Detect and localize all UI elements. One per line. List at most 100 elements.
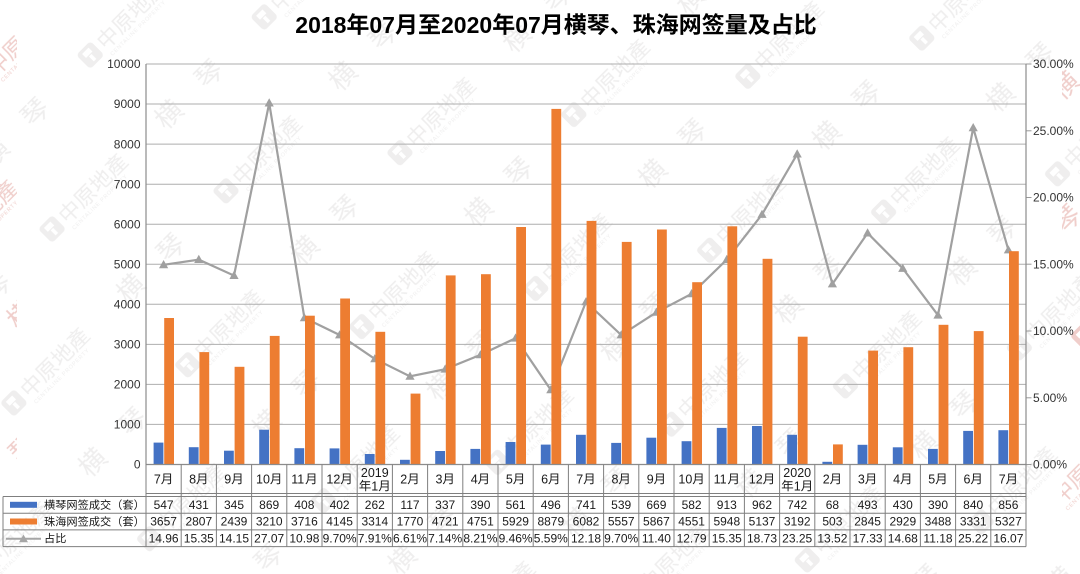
svg-text:1000: 1000 bbox=[114, 418, 141, 432]
svg-text:962: 962 bbox=[752, 498, 772, 512]
svg-text:11.18: 11.18 bbox=[923, 531, 952, 545]
svg-text:8: 8 bbox=[612, 472, 619, 486]
svg-text:6.61%: 6.61% bbox=[393, 531, 427, 545]
svg-text:0: 0 bbox=[134, 458, 141, 472]
svg-text:856: 856 bbox=[998, 498, 1018, 512]
svg-text:10.00%: 10.00% bbox=[1033, 324, 1074, 338]
svg-text:3331: 3331 bbox=[960, 515, 987, 529]
svg-text:6: 6 bbox=[541, 472, 548, 486]
svg-text:10000: 10000 bbox=[107, 57, 141, 71]
svg-text:262: 262 bbox=[365, 498, 385, 512]
svg-text:390: 390 bbox=[470, 498, 490, 512]
svg-text:4145: 4145 bbox=[326, 515, 353, 529]
svg-text:10: 10 bbox=[678, 472, 692, 486]
svg-text:2000: 2000 bbox=[114, 378, 141, 392]
svg-text:5327: 5327 bbox=[995, 515, 1022, 529]
svg-text:5867: 5867 bbox=[643, 515, 670, 529]
svg-text:539: 539 bbox=[611, 498, 631, 512]
svg-text:7: 7 bbox=[576, 472, 583, 486]
svg-text:4: 4 bbox=[471, 472, 478, 486]
svg-text:8000: 8000 bbox=[114, 137, 141, 151]
svg-text:15.00%: 15.00% bbox=[1033, 257, 1074, 271]
svg-text:07: 07 bbox=[515, 12, 541, 38]
svg-text:12.79: 12.79 bbox=[677, 531, 707, 545]
svg-text:117: 117 bbox=[400, 498, 419, 512]
svg-text:3000: 3000 bbox=[114, 338, 141, 352]
svg-text:1: 1 bbox=[794, 479, 801, 493]
svg-text:5929: 5929 bbox=[502, 515, 529, 529]
svg-text:5557: 5557 bbox=[608, 515, 635, 529]
svg-text:16.07: 16.07 bbox=[993, 531, 1023, 545]
svg-text:18.73: 18.73 bbox=[747, 531, 777, 545]
svg-text:337: 337 bbox=[435, 498, 455, 512]
svg-text:430: 430 bbox=[893, 498, 913, 512]
svg-text:402: 402 bbox=[330, 498, 350, 512]
svg-text:2020: 2020 bbox=[783, 466, 811, 480]
svg-text:10.98: 10.98 bbox=[289, 531, 319, 545]
svg-text:23.25: 23.25 bbox=[782, 531, 812, 545]
svg-text:503: 503 bbox=[822, 515, 842, 529]
svg-text:2020: 2020 bbox=[441, 12, 492, 38]
svg-text:4721: 4721 bbox=[432, 515, 459, 529]
svg-text:840: 840 bbox=[963, 498, 983, 512]
svg-text:1: 1 bbox=[371, 479, 378, 493]
svg-text:493: 493 bbox=[858, 498, 878, 512]
svg-text:3210: 3210 bbox=[256, 515, 283, 529]
svg-text:15.35: 15.35 bbox=[712, 531, 742, 545]
svg-text:3: 3 bbox=[858, 472, 865, 486]
svg-text:5.59%: 5.59% bbox=[534, 531, 568, 545]
svg-text:4000: 4000 bbox=[114, 298, 141, 312]
svg-text:741: 741 bbox=[576, 498, 596, 512]
svg-text:8879: 8879 bbox=[537, 515, 564, 529]
svg-text:3192: 3192 bbox=[784, 515, 811, 529]
svg-text:5: 5 bbox=[928, 472, 935, 486]
svg-text:10: 10 bbox=[256, 472, 270, 486]
svg-text:17.33: 17.33 bbox=[853, 531, 883, 545]
svg-text:390: 390 bbox=[928, 498, 948, 512]
svg-text:742: 742 bbox=[787, 498, 807, 512]
svg-text:3314: 3314 bbox=[361, 515, 388, 529]
svg-text:07: 07 bbox=[369, 12, 395, 38]
svg-text:5000: 5000 bbox=[114, 257, 141, 271]
svg-text:8: 8 bbox=[189, 472, 196, 486]
svg-text:5: 5 bbox=[506, 472, 513, 486]
svg-text:431: 431 bbox=[189, 498, 209, 512]
svg-text:4551: 4551 bbox=[678, 515, 705, 529]
svg-text:3657: 3657 bbox=[150, 515, 177, 529]
svg-text:12: 12 bbox=[326, 472, 340, 486]
svg-text:9000: 9000 bbox=[114, 97, 141, 111]
svg-text:2: 2 bbox=[823, 472, 830, 486]
svg-text:14.96: 14.96 bbox=[149, 531, 179, 545]
svg-text:408: 408 bbox=[294, 498, 314, 512]
svg-text:2: 2 bbox=[400, 472, 407, 486]
svg-text:6: 6 bbox=[964, 472, 971, 486]
svg-text:12: 12 bbox=[749, 472, 763, 486]
svg-text:8.21%: 8.21% bbox=[463, 531, 497, 545]
svg-text:582: 582 bbox=[682, 498, 702, 512]
svg-text:0.00%: 0.00% bbox=[1033, 458, 1067, 472]
svg-text:11: 11 bbox=[714, 472, 727, 486]
svg-text:3: 3 bbox=[436, 472, 443, 486]
svg-text:6000: 6000 bbox=[114, 217, 141, 231]
svg-text:25.22: 25.22 bbox=[958, 531, 988, 545]
svg-text:14.68: 14.68 bbox=[888, 531, 918, 545]
svg-text:13.52: 13.52 bbox=[817, 531, 847, 545]
svg-text:5137: 5137 bbox=[749, 515, 776, 529]
svg-text:669: 669 bbox=[646, 498, 666, 512]
svg-text:3488: 3488 bbox=[925, 515, 952, 529]
svg-text:12.18: 12.18 bbox=[571, 531, 601, 545]
svg-text:5.00%: 5.00% bbox=[1033, 391, 1067, 405]
svg-text:1770: 1770 bbox=[397, 515, 424, 529]
svg-text:869: 869 bbox=[259, 498, 279, 512]
svg-text:2845: 2845 bbox=[854, 515, 881, 529]
svg-text:7.14%: 7.14% bbox=[428, 531, 462, 545]
svg-text:561: 561 bbox=[506, 498, 526, 512]
svg-text:5948: 5948 bbox=[713, 515, 740, 529]
svg-text:4: 4 bbox=[893, 472, 900, 486]
svg-text:11.40: 11.40 bbox=[642, 531, 671, 545]
svg-text:2019: 2019 bbox=[361, 466, 389, 480]
svg-text:9.70%: 9.70% bbox=[604, 531, 638, 545]
svg-text:27.07: 27.07 bbox=[254, 531, 284, 545]
svg-text:11: 11 bbox=[291, 472, 304, 486]
svg-text:2929: 2929 bbox=[889, 515, 916, 529]
